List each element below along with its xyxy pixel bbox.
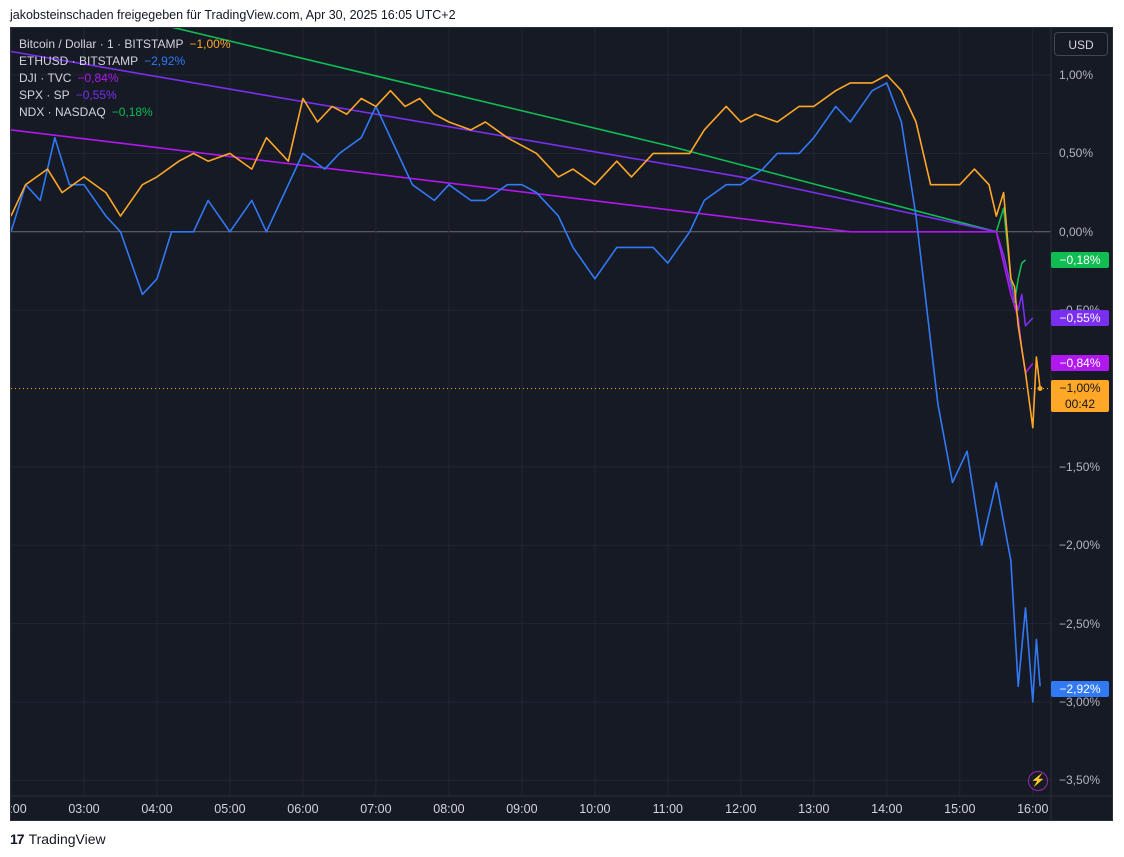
legend-series-name: NDX · NASDAQ (19, 105, 106, 119)
footer: 17 TradingView (10, 831, 106, 847)
tradingview-logo-icon: 17 (10, 831, 25, 847)
legend-series-value: −2,92% (144, 54, 186, 68)
x-tick-label: 05:00 (214, 802, 246, 816)
x-tick-label: 02:00 (10, 802, 27, 816)
legend-item[interactable]: SPX · SP −0,55% (19, 87, 231, 104)
series-line-spx (11, 50, 1034, 327)
y-tick-label: −2,00% (1059, 538, 1101, 553)
lightning-icon[interactable]: ⚡ (1028, 771, 1048, 791)
series-line-ethusd (11, 82, 1041, 703)
price-badge-value: −2,92% (1059, 682, 1101, 697)
x-tick-label: 06:00 (287, 802, 319, 816)
last-price-dot (1037, 385, 1043, 391)
x-tick-label: 15:00 (944, 802, 976, 816)
y-tick-label: −3,00% (1059, 694, 1101, 709)
legend-series-value: −0,55% (75, 88, 117, 102)
legend-item[interactable]: DJI · TVC −0,84% (19, 70, 231, 87)
chart-area[interactable]: Bitcoin / Dollar · 1 · BITSTAMP −1,00% ETH… (10, 27, 1113, 821)
y-tick-label: −3,50% (1059, 773, 1101, 788)
countdown-timer: 00:42 (1064, 397, 1096, 412)
y-tick-label: −1,50% (1059, 459, 1101, 474)
x-tick-label: 12:00 (725, 802, 757, 816)
legend-series-name: DJI · TVC (19, 71, 72, 85)
series-legend: Bitcoin / Dollar · 1 · BITSTAMP −1,00% ETH… (19, 36, 231, 121)
price-badge-value: −0,84% (1059, 356, 1101, 371)
x-tick-label: 07:00 (360, 802, 392, 816)
legend-series-value: −0,18% (111, 105, 153, 119)
y-tick-label: 0,00% (1059, 224, 1094, 239)
y-tick-label: 1,00% (1059, 68, 1094, 83)
price-badge: −0,55% (1051, 309, 1109, 326)
legend-item[interactable]: ETHUSD · BITSTAMP −2,92% (19, 53, 231, 70)
y-tick-label: −2,50% (1059, 616, 1101, 631)
x-tick-label: 14:00 (871, 802, 903, 816)
legend-item[interactable]: Bitcoin / Dollar · 1 · BITSTAMP −1,00% (19, 36, 231, 53)
currency-button[interactable]: USD (1054, 32, 1108, 56)
y-tick-label: 0,50% (1059, 146, 1094, 161)
price-badge: −0,84% (1051, 355, 1109, 372)
price-badge-value: −1,00% (1059, 381, 1101, 396)
legend-series-value: −0,84% (77, 71, 119, 85)
price-badge: −1,00% 00:42 (1051, 380, 1109, 413)
legend-series-value: −1,00% (189, 37, 231, 51)
x-tick-label: 04:00 (141, 802, 173, 816)
x-tick-label: 11:00 (652, 802, 684, 816)
legend-series-name: ETHUSD · BITSTAMP (19, 54, 139, 68)
x-tick-label: 16:00 (1017, 802, 1049, 816)
series-line-bitcoin-dollar (11, 74, 1041, 429)
x-tick-label: 13:00 (798, 802, 830, 816)
brand-name: TradingView (28, 831, 106, 847)
x-tick-label: 09:00 (506, 802, 538, 816)
price-badge: −0,18% (1051, 251, 1109, 268)
legend-item[interactable]: NDX · NASDAQ −0,18% (19, 104, 231, 121)
x-tick-label: 10:00 (579, 802, 611, 816)
price-badge-value: −0,18% (1059, 252, 1101, 267)
x-tick-label: 03:00 (68, 802, 100, 816)
price-badge-value: −0,55% (1059, 310, 1101, 325)
x-tick-label: 08:00 (433, 802, 465, 816)
legend-series-name: Bitcoin / Dollar · 1 · BITSTAMP (19, 37, 184, 51)
share-header: jakobsteinschaden freigegeben für Tradin… (10, 8, 456, 22)
chart-plot[interactable] (11, 28, 1113, 821)
price-badge: −2,92% (1051, 681, 1109, 698)
legend-series-name: SPX · SP (19, 88, 70, 102)
